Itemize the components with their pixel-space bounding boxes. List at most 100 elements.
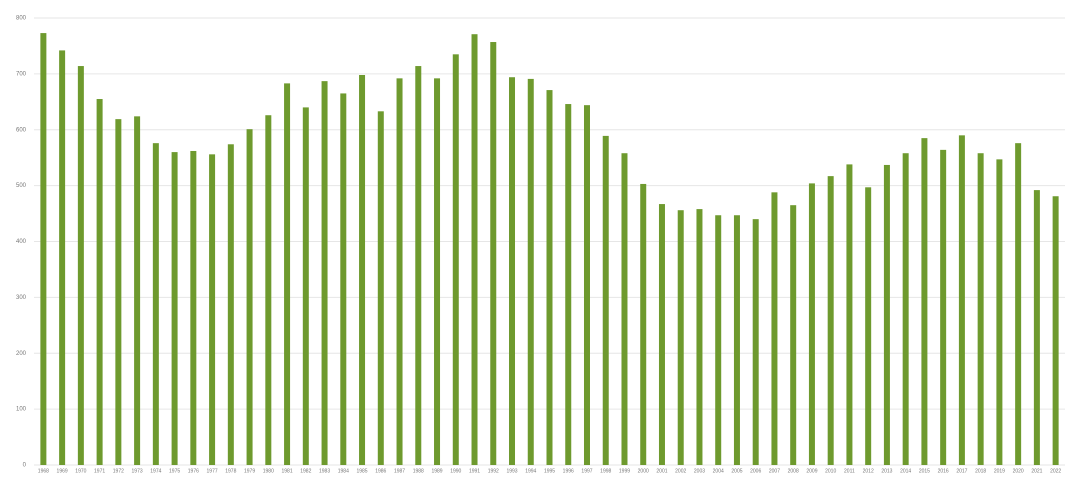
y-tick-label: 100 — [16, 407, 27, 413]
x-tick-label: 2018 — [975, 468, 986, 474]
bar — [602, 135, 609, 466]
x-tick-label: 1990 — [450, 468, 461, 474]
x-tick-label: 2009 — [806, 468, 817, 474]
bar — [527, 78, 534, 465]
x-tick-label: 1995 — [544, 468, 555, 474]
bar — [471, 34, 478, 466]
bar — [321, 81, 328, 466]
bar — [77, 66, 84, 466]
x-tick-label: 1978 — [225, 468, 236, 474]
bar — [546, 90, 553, 466]
x-tick-label: 2013 — [881, 468, 892, 474]
x-tick-label: 1984 — [338, 468, 349, 474]
x-tick-label: 2019 — [994, 468, 1005, 474]
x-tick-label: 1993 — [506, 468, 517, 474]
x-tick-label: 2002 — [675, 468, 686, 474]
x-tick-label: 1982 — [300, 468, 311, 474]
x-tick-label: 1980 — [263, 468, 274, 474]
x-tick-label: 1987 — [394, 468, 405, 474]
bar — [246, 129, 253, 465]
x-tick-label: 2020 — [1013, 468, 1024, 474]
bar — [1052, 196, 1059, 465]
bar — [921, 138, 928, 465]
x-tick-label: 2011 — [844, 468, 855, 474]
x-tick-label: 1994 — [525, 468, 536, 474]
x-tick-label: 1977 — [207, 468, 218, 474]
x-tick-label: 2008 — [788, 468, 799, 474]
y-tick-label: 500 — [16, 183, 27, 189]
y-tick-label: 0 — [23, 463, 27, 469]
bar — [1015, 143, 1022, 465]
bar — [152, 143, 159, 465]
x-tick-label: 1983 — [319, 468, 330, 474]
bar — [977, 153, 984, 465]
x-tick-label: 1992 — [488, 468, 499, 474]
x-tick-label: 2003 — [694, 468, 705, 474]
bar — [302, 107, 309, 466]
bar — [396, 78, 403, 465]
bar — [284, 83, 291, 465]
x-tick-label: 1981 — [282, 468, 293, 474]
bar — [377, 111, 384, 465]
x-tick-label: 2017 — [956, 468, 967, 474]
x-tick-label: 1998 — [600, 468, 611, 474]
bar — [677, 210, 684, 465]
x-tick-label: 2012 — [863, 468, 874, 474]
x-tick-label: 2006 — [750, 468, 761, 474]
bar — [265, 115, 272, 465]
bar — [509, 77, 516, 465]
bar — [902, 153, 909, 465]
y-tick-label: 400 — [16, 239, 27, 245]
bar — [1033, 190, 1040, 465]
bar — [865, 187, 872, 465]
bar — [846, 164, 853, 465]
x-tick-label: 2000 — [638, 468, 649, 474]
x-tick-label: 1997 — [581, 468, 592, 474]
bar — [658, 204, 665, 465]
x-tick-label: 2004 — [713, 468, 724, 474]
x-tick-label: 1972 — [113, 468, 124, 474]
x-tick-label: 1988 — [413, 468, 424, 474]
bar — [59, 50, 66, 465]
bar — [583, 105, 590, 465]
x-tick-label: 2001 — [656, 468, 667, 474]
bar — [134, 116, 141, 465]
x-tick-label: 2022 — [1050, 468, 1061, 474]
x-tick-label: 1999 — [619, 468, 630, 474]
x-tick-label: 2010 — [825, 468, 836, 474]
bar — [883, 164, 890, 466]
x-tick-label: 1974 — [150, 468, 161, 474]
bar — [209, 154, 216, 465]
bar — [621, 153, 628, 465]
x-tick-label: 1968 — [38, 468, 49, 474]
bar — [940, 149, 947, 466]
x-tick-label: 1975 — [169, 468, 180, 474]
x-tick-label: 1971 — [94, 468, 105, 474]
bar — [434, 78, 441, 465]
x-tick-label: 1969 — [57, 468, 68, 474]
x-tick-label: 1986 — [375, 468, 386, 474]
bar — [227, 144, 234, 465]
bar — [827, 176, 834, 465]
bar — [733, 215, 740, 465]
bar — [752, 219, 759, 465]
y-tick-label: 600 — [16, 127, 27, 133]
y-tick-label: 200 — [16, 351, 27, 357]
bar — [490, 42, 497, 466]
bar — [115, 119, 122, 465]
y-tick-label: 300 — [16, 295, 27, 301]
x-tick-label: 1989 — [431, 468, 442, 474]
bar — [190, 150, 197, 466]
x-tick-label: 2021 — [1031, 468, 1042, 474]
y-tick-label: 800 — [16, 16, 27, 22]
bar — [771, 192, 778, 465]
x-tick-label: 1985 — [356, 468, 367, 474]
x-tick-label: 2005 — [731, 468, 742, 474]
bar — [565, 104, 572, 466]
bar — [452, 54, 459, 465]
bar — [696, 209, 703, 465]
bar — [40, 33, 47, 466]
bar — [996, 159, 1003, 465]
x-tick-label: 2007 — [769, 468, 780, 474]
